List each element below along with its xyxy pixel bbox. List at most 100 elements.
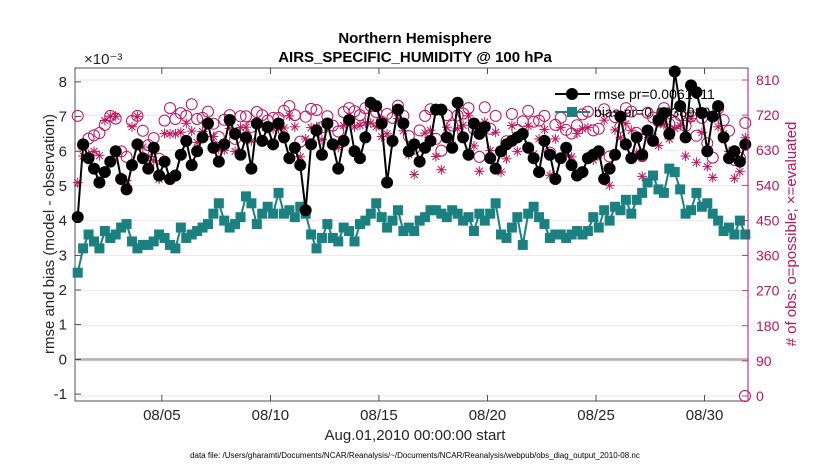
bias-point: [186, 229, 197, 240]
evaluated-stroke-3: [432, 152, 440, 161]
rmse-point: [674, 100, 687, 113]
x-axis-ticks: 08/05 08/10 08/15 08/20 08/25 08/30: [143, 68, 723, 424]
possible-obs-marker: [120, 150, 133, 163]
possible-obs-marker: [332, 125, 345, 138]
possible-obs-marker: [87, 129, 100, 142]
rmse-point: [77, 138, 90, 151]
rmse-point: [359, 131, 372, 144]
bias-point: [262, 201, 273, 212]
rmse-point: [321, 117, 334, 130]
bias-point: [159, 232, 170, 243]
bias-point: [734, 215, 745, 226]
rmse-point: [299, 204, 312, 217]
bias-point: [278, 208, 289, 219]
bias-point: [311, 243, 322, 254]
evaluated-stroke-3: [578, 124, 587, 133]
evaluated-stroke-3: [187, 127, 196, 135]
bias-point: [441, 212, 452, 223]
y-tick-label-9: 8: [59, 74, 67, 91]
bias-point: [582, 226, 593, 237]
evaluated-obs-marker: [409, 169, 420, 180]
legend: rmse pr=0.0061611 bias pr=0.0038989: [555, 86, 715, 120]
rmse-point: [98, 166, 111, 179]
y-tick-label-0: -1: [54, 386, 67, 403]
evaluated-obs-marker: [599, 115, 610, 126]
rmse-point: [310, 124, 323, 137]
x-tick-label-1: 08/10: [252, 407, 290, 424]
rmse-point: [733, 155, 746, 168]
possible-obs-marker: [592, 122, 605, 135]
possible-obs-marker: [625, 105, 638, 118]
bias-point: [653, 184, 664, 195]
possible-obs-marker: [478, 101, 491, 114]
rmse-point: [283, 152, 296, 165]
legend-bias-label: bias pr=0.0038989: [594, 104, 711, 120]
bias-point: [338, 222, 349, 233]
rmse-point: [609, 148, 622, 161]
rmse-point: [267, 138, 280, 151]
evaluated-obs-marker: [501, 153, 512, 164]
bias-point: [517, 239, 528, 250]
legend-rmse-marker: [566, 88, 578, 100]
evaluated-obs-marker: [707, 172, 718, 183]
rmse-point: [695, 107, 708, 120]
possible-obs-marker: [185, 98, 198, 111]
evaluated-stroke-3: [176, 128, 185, 137]
evaluated-obs-marker: [729, 173, 740, 184]
evaluated-stroke-3: [687, 114, 695, 123]
possible-obs-marker: [717, 114, 730, 127]
bias-point: [78, 243, 89, 254]
evaluated-stroke-3: [453, 124, 462, 133]
rmse-point: [261, 120, 274, 133]
bias-point: [376, 212, 387, 223]
y2-tick-label-5: 450: [756, 212, 780, 228]
bias-point: [306, 229, 317, 240]
rmse-point: [277, 131, 290, 144]
bias-point: [327, 232, 338, 243]
rmse-point: [636, 148, 649, 161]
evaluated-stroke-3: [95, 151, 104, 160]
bias-point: [713, 215, 724, 226]
rmse-point: [326, 138, 339, 151]
possible-obs-marker: [163, 102, 176, 115]
possible-obs-marker: [527, 115, 540, 128]
bias-point: [132, 243, 143, 254]
bias-point: [420, 212, 431, 223]
rmse-point: [484, 152, 497, 165]
legend-rmse-label: rmse pr=0.0061611: [594, 86, 715, 102]
x-axis-label: Aug.01,2010 00:00:00 start: [325, 427, 507, 444]
rmse-point: [446, 141, 459, 154]
y2-axis-label: # of obs: o=possible; ×=evaluated: [783, 122, 800, 347]
bias-point: [197, 222, 208, 233]
bias-point: [539, 219, 550, 230]
rmse-point: [592, 145, 605, 158]
rmse-point: [229, 127, 242, 140]
bias-point: [648, 170, 659, 181]
bias-point: [561, 232, 572, 243]
rmse-point: [147, 141, 160, 154]
rmse-point: [478, 120, 491, 133]
evaluated-stroke-3: [573, 129, 581, 138]
rmse-point: [386, 134, 399, 147]
possible-obs-marker: [191, 113, 204, 126]
rmse-point: [630, 131, 643, 144]
bias-point: [577, 229, 588, 240]
bias-point: [403, 222, 414, 233]
bias-point: [669, 167, 680, 178]
y2-tick-label-2: 180: [756, 318, 780, 334]
y-tick-label-4: 3: [59, 247, 67, 264]
bias-point: [528, 201, 539, 212]
evaluated-obs-marker: [436, 164, 447, 175]
bias-point: [479, 215, 490, 226]
bias-point: [240, 191, 251, 202]
bias-point: [251, 219, 262, 230]
evaluated-obs-marker: [572, 128, 583, 139]
evaluated-stroke-3: [605, 181, 614, 190]
bias-point: [724, 222, 735, 233]
possible-obs-marker: [131, 109, 144, 122]
bias-point: [550, 229, 561, 240]
rmse-point: [71, 211, 84, 224]
evaluated-stroke-3: [247, 137, 256, 145]
possible-obs-marker-last: [739, 390, 751, 402]
bias-point: [116, 222, 127, 233]
